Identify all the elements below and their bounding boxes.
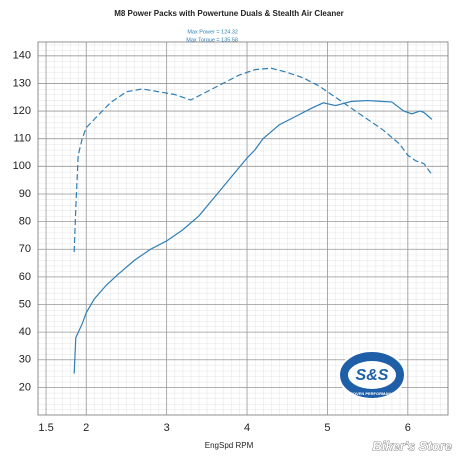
watermark: Biker's Store (372, 438, 452, 453)
data-line (73, 67, 433, 253)
chart-title: M8 Power Packs with Powertune Duals & St… (114, 9, 344, 18)
x-tick-label: 6 (405, 422, 411, 434)
y-tick-label: 20 (19, 381, 31, 393)
y-tick-label: 120 (13, 105, 31, 117)
annotation: Max Torque = 135.58 (186, 37, 238, 43)
x-tick-label: 4 (244, 422, 250, 434)
x-tick-label: 5 (324, 422, 330, 434)
y-tick-label: 40 (19, 326, 31, 338)
y-tick-label: 30 (19, 354, 31, 366)
x-tick-label: 1.5 (38, 422, 53, 434)
logo-text: S&S (356, 367, 389, 384)
data-line (73, 99, 433, 374)
y-tick-label: 110 (13, 133, 31, 145)
y-tick-label: 80 (19, 215, 31, 227)
x-axis-label: EngSpd RPM (205, 441, 254, 450)
y-tick-label: 130 (13, 77, 31, 89)
plot-frame (37, 41, 449, 416)
x-tick-label: 2 (83, 422, 89, 434)
annotation: Max Power = 124.32 (187, 29, 238, 35)
logo-subtext: PROVEN PERFORMANCE (347, 391, 397, 396)
y-tick-label: 100 (13, 160, 31, 172)
y-tick-label: 50 (19, 298, 31, 310)
y-tick-label: 140 (13, 50, 31, 62)
logo: S&S PROVEN PERFORMANCE (338, 350, 406, 400)
x-tick-label: 3 (164, 422, 170, 434)
logo-inner (348, 361, 396, 389)
y-tick-label: 60 (19, 271, 31, 283)
y-tick-label: 70 (19, 243, 31, 255)
y-tick-label: 90 (19, 188, 31, 200)
